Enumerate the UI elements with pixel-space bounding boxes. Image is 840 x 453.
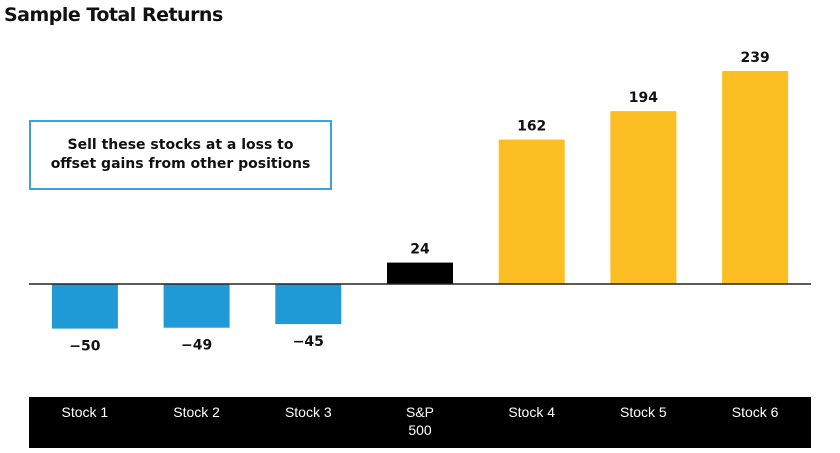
annotation-box: Sell these stocks at a loss to offset ga…	[29, 120, 332, 190]
bar-1	[51, 284, 118, 329]
chart-title: Sample Total Returns	[4, 4, 223, 26]
category-label-7: Stock 6	[731, 404, 779, 420]
category-label-3: Stock 3	[284, 404, 332, 420]
category-label-4: S&P 500	[405, 404, 434, 438]
value-label-2: −49	[181, 338, 212, 354]
bar-3	[275, 284, 342, 325]
value-label-4: 24	[410, 242, 430, 258]
value-label-7: 239	[740, 50, 769, 66]
category-label-1: Stock 1	[61, 404, 109, 420]
bar-4	[387, 262, 453, 284]
category-label-5: Stock 4	[508, 404, 556, 420]
annotation-text: Sell these stocks at a loss to offset ga…	[50, 137, 311, 172]
bars-layer	[51, 71, 789, 329]
bar-7	[722, 71, 789, 284]
bar-5	[498, 139, 565, 284]
bar-6	[610, 111, 677, 284]
category-axis: Stock 1 Stock 2 Stock 3 S&P 500 Stock 4 Stock …	[29, 397, 811, 448]
value-label-1: −50	[69, 339, 100, 355]
value-labels-layer: −50 −49 −45 24 162 194 239	[69, 50, 769, 355]
value-label-3: −45	[293, 334, 324, 350]
value-label-5: 162	[517, 119, 546, 135]
value-label-6: 194	[629, 90, 658, 106]
bar-2	[163, 284, 230, 328]
category-label-2: Stock 2	[173, 404, 220, 420]
category-label-6: Stock 5	[620, 404, 667, 420]
